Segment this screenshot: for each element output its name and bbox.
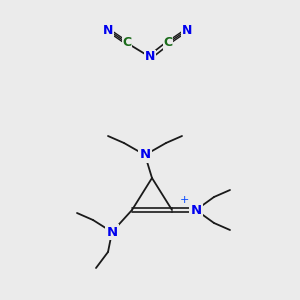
Text: N: N <box>106 226 118 238</box>
Text: N: N <box>182 23 192 37</box>
Text: N: N <box>190 203 202 217</box>
Text: N: N <box>140 148 151 161</box>
Text: C: C <box>164 37 172 50</box>
Text: N: N <box>145 50 155 64</box>
Text: C: C <box>122 37 132 50</box>
Text: N: N <box>103 23 113 37</box>
Text: +: + <box>179 195 189 205</box>
